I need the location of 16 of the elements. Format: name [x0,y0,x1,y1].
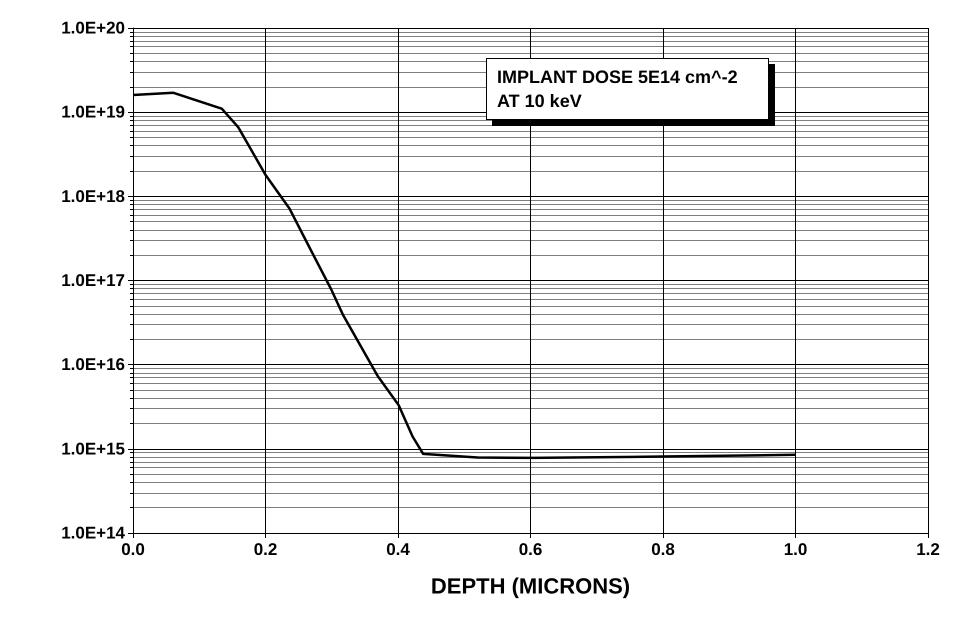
x-tick-label: 1.0 [784,540,808,559]
y-tick-label: 1.0E+20 [61,18,125,38]
annotation: IMPLANT DOSE 5E14 cm^-2 AT 10 keV [486,58,769,120]
y-tick-label: 1.0E+17 [61,271,125,290]
y-tick-label: 1.0E+19 [61,102,125,122]
x-tick-label: 1.2 [916,540,940,559]
y-tick-label: 1.0E+18 [61,186,125,206]
y-tick-label: 1.0E+16 [61,355,125,374]
x-tick-label: 0.2 [254,540,278,559]
x-tick-label: 0.0 [121,540,145,559]
y-tick-label: 1.0E+15 [61,439,125,458]
x-tick-label: 0.4 [386,540,410,559]
y-tick-label: 1.0E+14 [61,524,126,542]
x-tick-label: 0.6 [518,540,542,559]
x-tick-label: 0.8 [651,540,675,559]
x-axis-title: DEPTH (MICRONS) [430,574,630,598]
